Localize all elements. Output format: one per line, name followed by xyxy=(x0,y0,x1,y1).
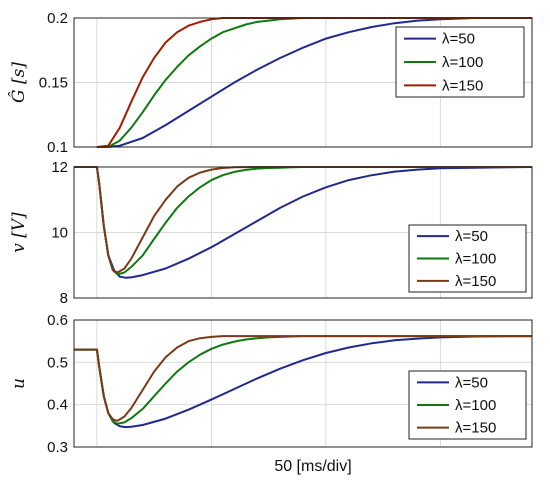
legend-label: λ=50 xyxy=(455,374,488,391)
legend: λ=50 λ=100 λ=150 xyxy=(395,26,525,98)
y-axis-label: v [V] xyxy=(9,212,29,253)
legend: λ=50 λ=100 λ=150 xyxy=(408,370,527,440)
y-tick-label: 12 xyxy=(51,159,68,176)
y-tick-label: 0.5 xyxy=(47,354,68,371)
y-tick-label: 0.1 xyxy=(47,139,68,156)
plot-panel-2: 8 10 12 v [V] λ=50 λ=100 λ=150 xyxy=(9,159,533,307)
legend-label: λ=150 xyxy=(442,77,483,94)
y-tick-label: 0.6 xyxy=(47,312,68,329)
y-tick-label: 0.2 xyxy=(47,10,68,27)
legend-label: λ=150 xyxy=(455,420,496,437)
y-tick-label: 10 xyxy=(51,225,68,242)
y-tick-label: 8 xyxy=(60,290,68,307)
axes-box xyxy=(73,319,533,448)
y-axis-label: u xyxy=(9,378,29,389)
legend: λ=50 λ=100 λ=150 xyxy=(408,224,527,293)
y-tick-label: 0.3 xyxy=(47,439,68,456)
plot-panel-1: 0.1 0.15 0.2 Ĝ [s] λ=50 λ=100 λ=150 xyxy=(8,10,533,156)
axes-box xyxy=(73,166,533,299)
y-tick-label: 0.15 xyxy=(39,75,68,92)
series-line-λ=150 xyxy=(74,335,532,422)
legend-label: λ=50 xyxy=(442,31,475,48)
legend-label: λ=100 xyxy=(455,251,496,268)
plot-panel-3: 0.3 0.4 0.5 0.6 u λ=50 λ=100 λ=150 xyxy=(9,312,533,456)
series-line-λ=150 xyxy=(74,166,532,274)
x-axis-label: 50 [ms/div] xyxy=(274,458,351,475)
legend-label: λ=150 xyxy=(455,273,496,290)
series-line-λ=50 xyxy=(96,17,532,148)
legend-label: λ=50 xyxy=(455,228,488,245)
y-tick-label: 0.4 xyxy=(47,397,68,414)
legend-label: λ=100 xyxy=(442,54,483,71)
plots: 0.1 0.15 0.2 Ĝ [s] λ=50 λ=100 λ=150 8 10 12 v [V] λ… xyxy=(8,10,533,456)
y-axis-label: Ĝ [s] xyxy=(8,62,29,103)
legend-label: λ=100 xyxy=(455,397,496,414)
axes-box xyxy=(73,17,533,148)
